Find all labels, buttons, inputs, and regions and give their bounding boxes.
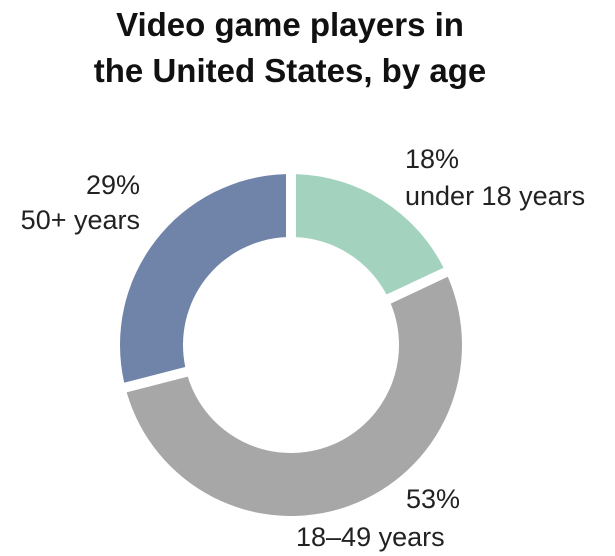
- slice-value-label-18-49: 53%: [406, 484, 460, 514]
- donut-slice-18-49: [126, 276, 463, 517]
- slice-labels: 18% under 18 years 53% 18–49 years 29% 5…: [21, 144, 585, 552]
- chart-title-line-2: the United States, by age: [93, 52, 487, 89]
- chart-title-line-1: Video game players in: [116, 6, 464, 43]
- slice-category-label-under-18: under 18 years: [405, 181, 585, 211]
- slice-category-label-18-49: 18–49 years: [296, 522, 445, 552]
- donut-slice-under-18: [295, 174, 444, 295]
- chart-title: Video game players in the United States,…: [0, 2, 580, 94]
- donut-slices: [119, 174, 463, 517]
- donut-slice-50-plus: [119, 174, 287, 383]
- slice-value-label-under-18: 18%: [405, 144, 459, 174]
- slice-value-label-50-plus: 29%: [86, 170, 140, 200]
- slice-category-label-50-plus: 50+ years: [21, 205, 140, 235]
